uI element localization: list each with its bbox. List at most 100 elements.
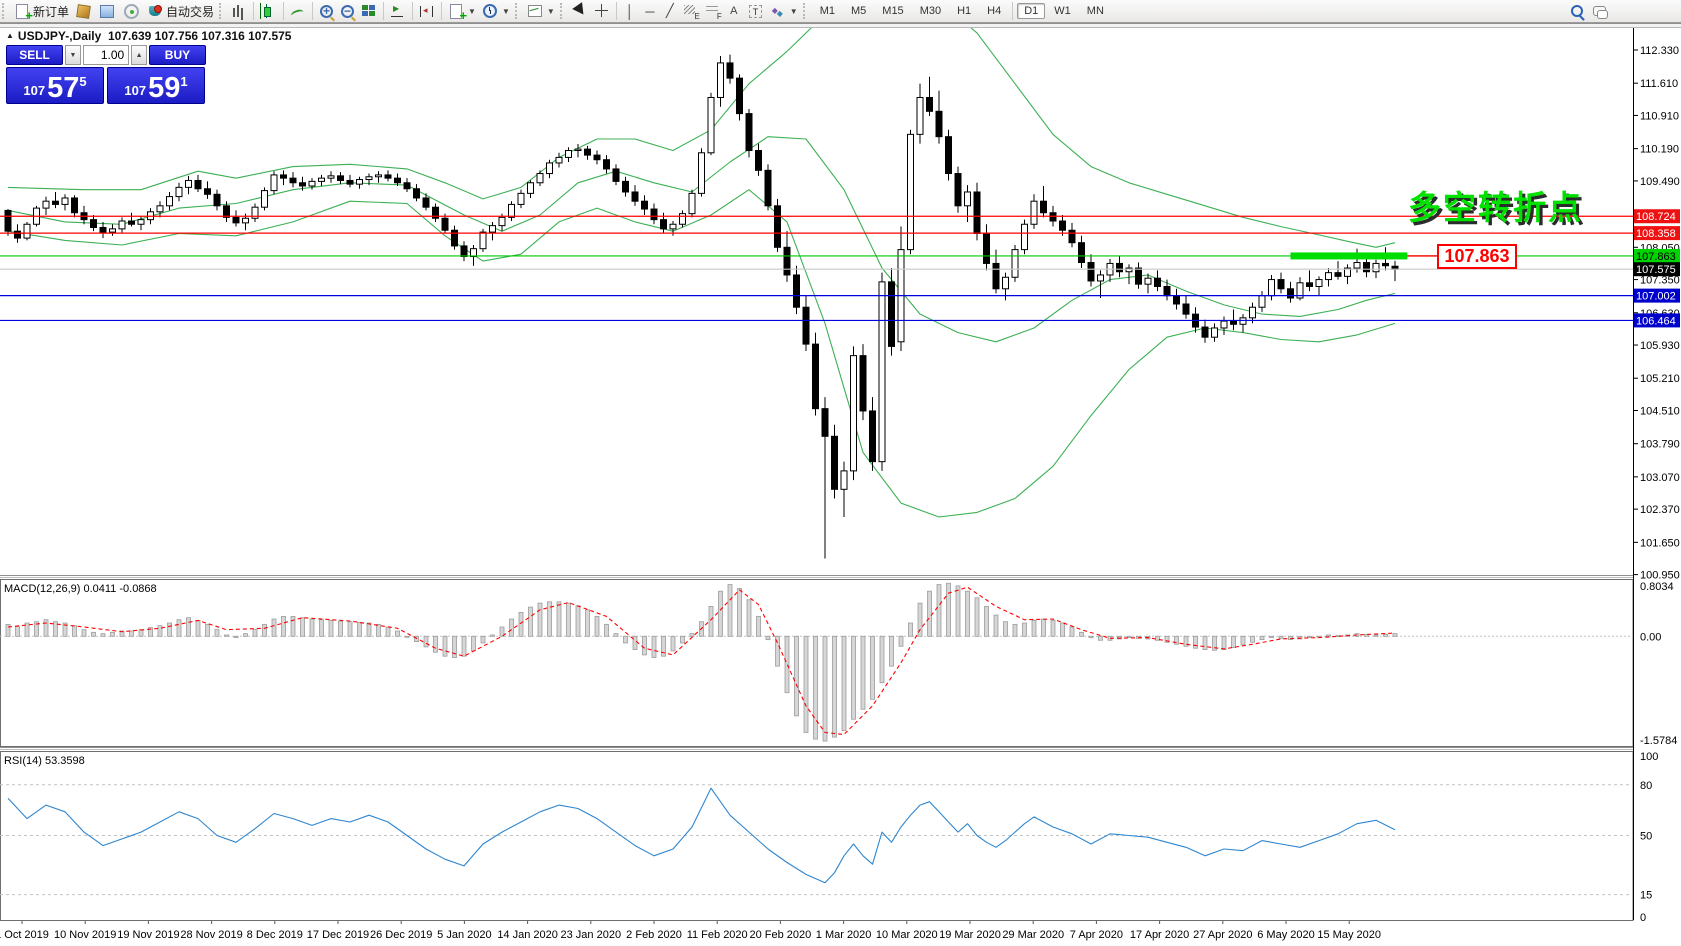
price-axis-label: 103.070	[1640, 472, 1680, 484]
price-badge	[1634, 288, 1680, 303]
candle-down	[612, 168, 620, 182]
price-axis-label: 110.190	[1640, 144, 1679, 156]
macd-histogram-bar	[908, 622, 913, 637]
candle-down	[299, 182, 306, 187]
data-window-button[interactable]	[95, 1, 119, 21]
equidistant-channel-button[interactable]	[680, 1, 702, 21]
zoom-out-button[interactable]	[337, 1, 358, 21]
label-tool-button[interactable]	[744, 1, 767, 21]
timeframe-h4[interactable]: H4	[987, 5, 1002, 17]
arrows-tool-button[interactable]: ▼	[767, 1, 801, 21]
macd-histogram-bar	[499, 626, 505, 637]
volume-input[interactable]: 1.00	[82, 45, 130, 65]
highlight-level-bar[interactable]	[1290, 252, 1408, 260]
bar-chart-button[interactable]	[228, 1, 250, 21]
line-chart-button[interactable]	[287, 1, 309, 21]
candle-up	[479, 231, 487, 250]
zoom-in-button[interactable]	[316, 1, 337, 21]
volume-decrease-button[interactable]: ▼	[65, 45, 81, 65]
timeframe-mn[interactable]: MN	[1086, 5, 1104, 17]
auto-trading-button[interactable]: 自动交易	[144, 1, 217, 21]
chart-shift-button[interactable]	[416, 1, 438, 21]
candlestick-chart-button[interactable]	[257, 1, 280, 21]
candle-down	[631, 191, 639, 202]
template-icon	[527, 5, 542, 17]
toolbar-grip[interactable]	[2, 3, 9, 19]
timeframe-d1[interactable]: D1	[1017, 3, 1046, 19]
trendline-button[interactable]: ╱	[660, 1, 680, 21]
toolbar-grip[interactable]	[219, 3, 226, 19]
candle-down	[403, 182, 411, 190]
candle-up	[1002, 276, 1009, 290]
sell-button[interactable]: SELL	[6, 45, 64, 65]
bull-bear-turning-point-annotation[interactable]: 多空转折点	[1408, 189, 1583, 226]
auto-scroll-button[interactable]	[387, 1, 409, 21]
macd-histogram-bar	[680, 635, 685, 644]
macd-histogram-bar	[157, 625, 163, 637]
macd-histogram-bar	[1373, 634, 1379, 637]
chat-icon	[1593, 6, 1608, 19]
candle-down	[1287, 288, 1294, 299]
toolbar-separator	[412, 2, 414, 20]
price-level-callout[interactable]: 107.863	[1437, 244, 1517, 269]
candle-down	[802, 306, 810, 345]
new-chart-button[interactable]: ▼	[445, 1, 479, 23]
candle-up	[1353, 262, 1361, 269]
date-axis-label: 6 May 2020	[1257, 929, 1314, 941]
profiles-button[interactable]: ▼	[479, 1, 513, 21]
sell-price-button[interactable]: 107 57 5	[6, 67, 104, 104]
timeframe-m5[interactable]: M5	[851, 5, 867, 17]
macd-histogram-bar	[176, 619, 182, 637]
date-axis-label: 26 Dec 2019	[370, 929, 432, 941]
date-axis-label: 23 Jan 2020	[561, 929, 622, 941]
candle-down	[223, 205, 230, 218]
macd-histogram-bar	[15, 625, 20, 637]
templates-button[interactable]: ▼	[524, 1, 558, 21]
chat-button[interactable]	[1588, 1, 1611, 21]
candle-down	[783, 246, 791, 276]
new-order-button[interactable]: 新订单	[11, 1, 72, 23]
candle-down	[289, 177, 297, 184]
candle-up	[508, 203, 515, 218]
macd-histogram-bar	[423, 635, 429, 648]
candle-down	[337, 175, 344, 181]
macd-histogram-bar	[452, 635, 457, 658]
macd-histogram-bar	[262, 623, 267, 637]
toolbar-grip[interactable]	[559, 3, 567, 19]
toolbar-grip[interactable]	[802, 3, 810, 19]
navigator-button[interactable]	[119, 1, 144, 21]
market-watch-button[interactable]	[72, 1, 95, 21]
buy-button[interactable]: BUY	[148, 45, 206, 65]
tile-windows-button[interactable]	[358, 1, 380, 21]
timeframe-w1[interactable]: W1	[1054, 5, 1071, 17]
text-tool-button[interactable]: A	[724, 1, 744, 21]
macd-histogram-bar	[955, 585, 961, 637]
macd-histogram-bar	[110, 631, 115, 637]
buy-price-button[interactable]: 107 59 1	[107, 67, 205, 104]
chart-collapse-icon[interactable]: ▲	[6, 31, 14, 40]
candle-down	[1068, 229, 1076, 244]
macd-histogram-bar	[252, 629, 258, 637]
timeframe-m30[interactable]: M30	[919, 5, 942, 17]
timeframe-m1[interactable]: M1	[819, 5, 835, 17]
horizontal-line-button[interactable]: ─	[640, 1, 660, 21]
price-axis-label: 100.950	[1640, 570, 1680, 582]
cursor-button[interactable]	[569, 1, 591, 21]
toolbar-grip[interactable]	[514, 3, 522, 19]
candle-up	[175, 186, 183, 198]
search-button[interactable]	[1566, 1, 1588, 21]
candle-down	[935, 110, 943, 138]
fibonacci-button[interactable]	[702, 1, 724, 21]
macd-histogram-bar	[1012, 623, 1018, 637]
equidistant-channel-icon	[683, 3, 700, 21]
vertical-line-button[interactable]: │	[620, 1, 640, 21]
candle-down	[593, 154, 601, 161]
timeframe-m15[interactable]: M15	[882, 5, 904, 17]
macd-histogram-bar	[91, 631, 96, 637]
candle-up	[1268, 279, 1275, 297]
macd-histogram-bar	[509, 618, 514, 637]
volume-increase-button[interactable]: ▲	[131, 45, 147, 65]
timeframe-h1[interactable]: H1	[957, 5, 972, 17]
crosshair-button[interactable]	[591, 1, 613, 21]
